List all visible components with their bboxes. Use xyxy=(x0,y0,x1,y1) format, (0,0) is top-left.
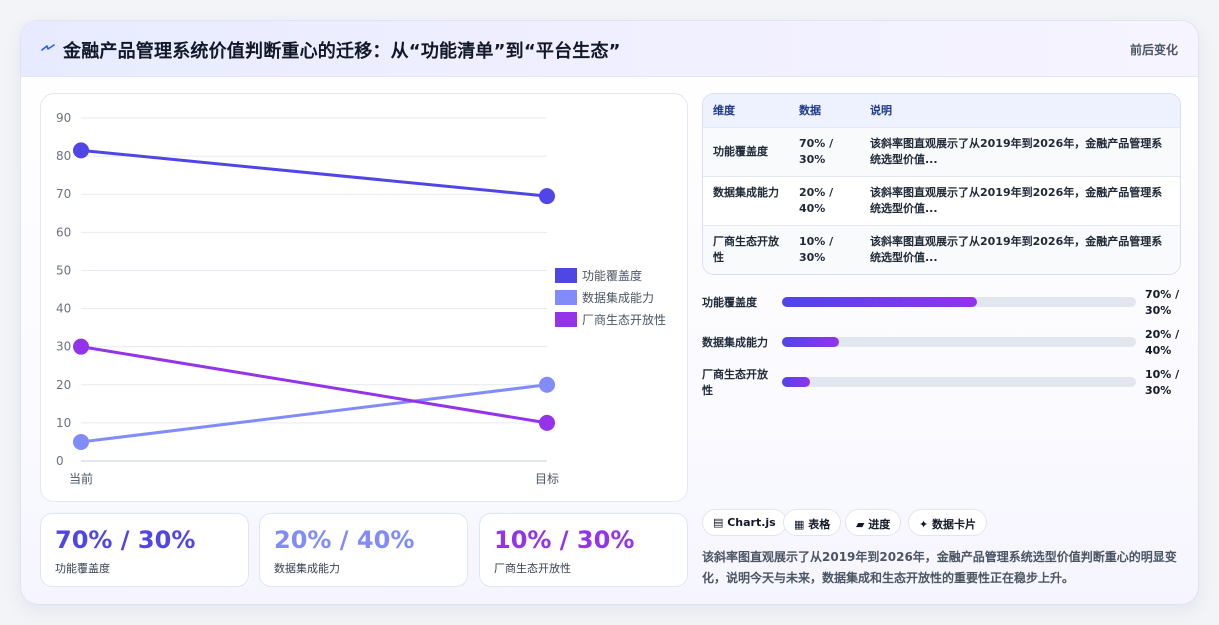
data-table: 维度 数据 说明 功能覆盖度 70% / 30% 该斜率图直观展示了从2019年… xyxy=(702,93,1181,275)
header-tag: 前后变化 xyxy=(1129,43,1178,57)
data-point xyxy=(73,433,89,450)
series-line xyxy=(80,383,548,444)
stat-value: 20% / 40% xyxy=(274,526,415,554)
progress-label: 数据集成能力 xyxy=(702,336,768,349)
table-row: 数据集成能力 20% / 40% 该斜率图直观展示了从2019年到2026年，金… xyxy=(703,176,1180,225)
table-row: 厂商生态开放性 10% / 30% 该斜率图直观展示了从2019年到2026年，… xyxy=(703,225,1180,274)
y-tick-label: 20 xyxy=(56,378,71,392)
legend-swatch xyxy=(555,290,577,305)
table-header: 维度 数据 说明 xyxy=(703,94,1180,127)
table-cell-dimension: 功能覆盖度 xyxy=(713,145,768,158)
table-cell-data: 70% / 30% xyxy=(799,137,834,166)
series-line xyxy=(80,148,548,198)
y-tick-label: 50 xyxy=(56,263,71,277)
progress-fill xyxy=(782,337,839,347)
zap-icon xyxy=(41,44,55,51)
table-header-note: 说明 xyxy=(870,104,892,117)
stat-card-openness: 10% / 30% 厂商生态开放性 xyxy=(479,513,688,587)
table-cell-note: 该斜率图直观展示了从2019年到2026年，金融产品管理系统选型价值... xyxy=(870,235,1163,264)
progress-integration: 数据集成能力 20% / 40% xyxy=(702,328,1198,373)
stat-value: 10% / 30% xyxy=(494,526,635,554)
y-tick-label: 30 xyxy=(56,340,71,354)
legend-swatch xyxy=(555,312,577,327)
progress-value: 70% / 30% xyxy=(1145,288,1180,317)
table-header-data: 数据 xyxy=(799,104,821,117)
stat-label: 功能覆盖度 xyxy=(55,562,110,575)
progress-value: 10% / 30% xyxy=(1145,368,1180,397)
progress-track xyxy=(782,337,1136,347)
x-tick-label: 目标 xyxy=(535,472,559,486)
table-cell-dimension: 厂商生态开放性 xyxy=(713,235,779,264)
y-tick-label: 0 xyxy=(56,454,64,468)
table-row: 功能覆盖度 70% / 30% 该斜率图直观展示了从2019年到2026年，金融… xyxy=(703,127,1180,176)
progress-track xyxy=(782,297,1136,307)
y-tick-label: 80 xyxy=(56,149,71,163)
table-cell-note: 该斜率图直观展示了从2019年到2026年，金融产品管理系统选型价值... xyxy=(870,186,1163,215)
stat-card-coverage: 70% / 30% 功能覆盖度 xyxy=(40,513,249,587)
progress-openness: 厂商生态开放性 10% / 30% xyxy=(702,368,1198,413)
chip-data-card[interactable]: ✦ 数据卡片 xyxy=(908,509,988,536)
legend-label: 功能覆盖度 xyxy=(582,268,642,283)
table-cell-data: 20% / 40% xyxy=(799,186,834,215)
page-title: 金融产品管理系统价值判断重心的迁移：从“功能清单”到“平台生态” xyxy=(63,41,621,62)
progress-fill xyxy=(782,377,811,387)
progress-label: 功能覆盖度 xyxy=(702,296,757,309)
data-point xyxy=(73,142,89,159)
stat-label: 数据集成能力 xyxy=(274,562,340,575)
y-tick-label: 10 xyxy=(56,416,71,430)
data-point xyxy=(539,376,555,393)
progress-fill xyxy=(782,297,977,307)
series-line xyxy=(80,345,548,425)
data-point xyxy=(539,414,555,431)
chip-chartjs[interactable]: ▤ Chart.js xyxy=(702,509,787,536)
chart-panel: 0 10 20 30 40 50 60 70 80 90 当前 目标 功能覆盖度数据集成能力 厂商生态开放… xyxy=(40,93,688,502)
table-header-dimension: 维度 xyxy=(713,104,735,117)
stat-value: 70% / 30% xyxy=(55,526,196,554)
y-tick-label: 40 xyxy=(56,302,71,316)
legend-swatch xyxy=(555,268,577,283)
table-cell-note: 该斜率图直观展示了从2019年到2026年，金融产品管理系统选型价值... xyxy=(870,137,1163,166)
header: 金融产品管理系统价值判断重心的迁移：从“功能清单”到“平台生态” 前后变化 xyxy=(21,21,1198,77)
stat-label: 厂商生态开放性 xyxy=(494,562,571,575)
chip-progress[interactable]: ▰ 进度 xyxy=(845,509,902,536)
data-point xyxy=(539,188,555,205)
main-card: 金融产品管理系统价值判断重心的迁移：从“功能清单”到“平台生态” 前后变化 0 1… xyxy=(20,20,1199,605)
x-tick-label: 当前 xyxy=(69,471,93,486)
y-tick-label: 60 xyxy=(56,225,71,239)
progress-label: 厂商生态开放性 xyxy=(702,368,768,397)
y-tick-label: 70 xyxy=(56,187,71,201)
progress-coverage: 功能覆盖度 70% / 30% xyxy=(702,288,1198,333)
legend-label: 数据集成能力 xyxy=(582,290,654,305)
legend-label: 厂商生态开放性 xyxy=(582,312,666,327)
slope-chart: 0 10 20 30 40 50 60 70 80 90 当前 目标 功能覆盖度数据集成能力厂商生态开放… xyxy=(56,111,666,486)
data-point xyxy=(73,338,89,355)
stat-card-integration: 20% / 40% 数据集成能力 xyxy=(259,513,468,587)
description: 该斜率图直观展示了从2019年到2026年，金融产品管理系统选型价值判断重心的明… xyxy=(702,550,1177,585)
y-tick-label: 90 xyxy=(56,111,71,125)
table-cell-data: 10% / 30% xyxy=(799,235,834,264)
progress-track xyxy=(782,377,1136,387)
progress-value: 20% / 40% xyxy=(1145,328,1180,357)
chip-table[interactable]: ▦ 表格 xyxy=(783,509,842,536)
table-cell-dimension: 数据集成能力 xyxy=(713,186,779,199)
